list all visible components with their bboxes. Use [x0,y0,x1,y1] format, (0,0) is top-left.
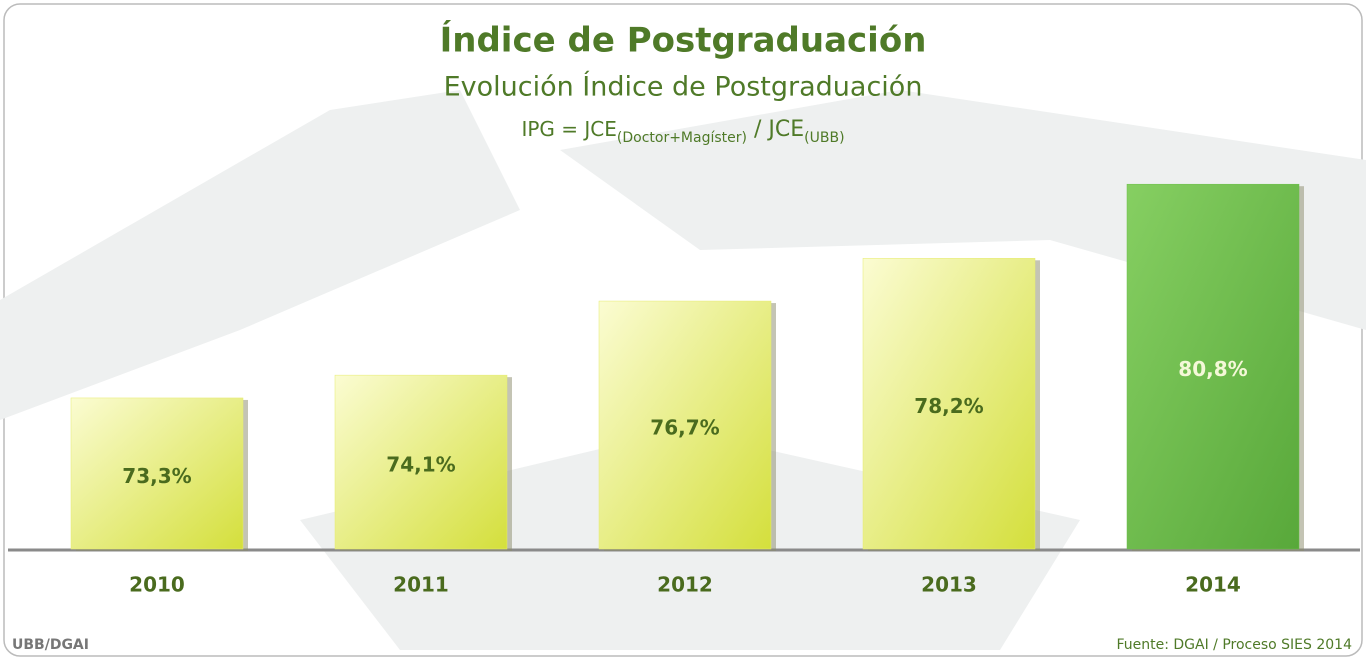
bar [598,300,772,550]
data-label: 73,3% [122,464,191,488]
bar [862,258,1036,550]
chart-subtitle: Evolución Índice de Postgraduación [444,71,923,103]
data-label: 74,1% [386,453,455,477]
x-tick-label: 2012 [657,573,713,597]
footer-left: UBB/DGAI [12,637,89,653]
formula-sub: (Doctor+Magíster) [617,130,747,146]
data-label: 76,7% [650,416,719,440]
bar [1126,183,1300,550]
x-tick-label: 2013 [921,573,977,597]
x-tick-label: 2014 [1185,573,1241,597]
source: Fuente: DGAI / Proceso SIES 2014 [1116,637,1352,653]
chart-title: Índice de Postgraduación [440,20,927,61]
bar [334,374,508,550]
formula-sub: (UBB) [804,130,844,146]
x-tick-label: 2011 [393,573,449,597]
bar [70,397,244,550]
x-tick-label: 2010 [129,573,185,597]
data-label: 78,2% [914,394,983,418]
formula: IPG = JCE(Doctor+Magíster) / JCE(UBB) [521,117,844,147]
data-label: 80,8% [1178,357,1247,381]
formula-text: IPG = JCE [521,117,616,141]
formula-text: / JCE [747,117,804,142]
